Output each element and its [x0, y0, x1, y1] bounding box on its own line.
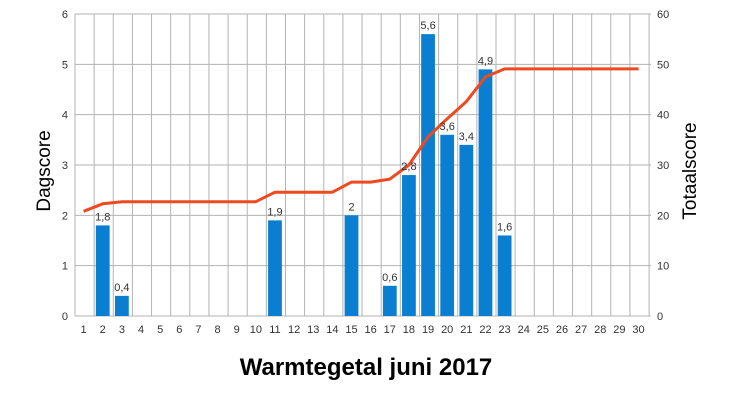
data-label: 3,4: [459, 131, 474, 143]
x-tick-label: 21: [460, 324, 472, 336]
line-series: [83, 67, 639, 213]
data-labels: 1,8 0,4 1,9 2 0,6 2,8 5,6 3,6 3,4 4,9 1,6: [95, 20, 512, 294]
chart-title: Warmtegetal juni 2017: [240, 354, 493, 381]
y-tick-label: 5: [62, 59, 68, 71]
x-tick-label: 22: [479, 324, 491, 336]
x-tick-label: 25: [537, 324, 549, 336]
x-tick-label: 14: [326, 324, 338, 336]
x-tick-label: 2: [100, 324, 106, 336]
bar: [421, 34, 435, 317]
totaalscore-line: [83, 67, 639, 213]
y2-tick-label: 60: [657, 9, 669, 21]
x-tick-label: 29: [613, 324, 625, 336]
y-tick-label: 2: [62, 210, 68, 222]
data-label: 3,6: [440, 121, 455, 133]
bar: [440, 134, 455, 316]
y-tick-label: 6: [62, 9, 68, 21]
x-tick-label: 5: [157, 324, 163, 336]
x-tick-label: 1: [81, 324, 87, 336]
x-tick-label: 19: [422, 324, 434, 336]
x-tick-label: 9: [234, 324, 240, 336]
bar: [402, 175, 416, 316]
x-tick-label: 17: [384, 324, 396, 336]
x-tick-label: 24: [518, 324, 530, 336]
x-tick-label: 28: [594, 324, 606, 336]
data-label: 1,9: [267, 206, 282, 218]
bar: [95, 225, 110, 316]
data-label: 2,8: [401, 161, 416, 173]
x-tick-label: 3: [119, 324, 125, 336]
y2-tick-label: 50: [657, 59, 669, 71]
y-tick-label: 1: [62, 261, 68, 273]
bar: [114, 295, 129, 316]
x-tick-label: 6: [176, 324, 182, 336]
y2-tick-label: 20: [657, 210, 669, 222]
x-tick-label: 30: [632, 324, 644, 336]
x-tick-label: 4: [138, 324, 144, 336]
y-axis-label: Dagscore: [34, 130, 55, 211]
y-tick-label: 4: [62, 110, 68, 122]
x-tick-label: 27: [575, 324, 587, 336]
bar: [382, 285, 397, 316]
bar: [478, 69, 493, 316]
y2-tick-label: 40: [657, 110, 669, 122]
y2-tick-label: 10: [657, 261, 669, 273]
bar: [459, 144, 474, 316]
x-tick-label: 8: [215, 324, 221, 336]
y2-axis-label: Totaalscore: [680, 122, 701, 219]
x-tick-label: 7: [195, 324, 201, 336]
bar: [497, 235, 512, 316]
x-tick-label: 16: [365, 324, 377, 336]
y2-tick-label: 30: [657, 160, 669, 172]
data-label: 5,6: [420, 20, 435, 32]
bar: [344, 215, 359, 316]
x-tick-label: 26: [556, 324, 568, 336]
tick-labels: 0 01 102 203 304 405 506 601 2 3 4 5 6 7 8 9 10 11 12 13 14 1…: [62, 9, 669, 336]
y2-tick-label: 0: [657, 311, 663, 323]
y-tick-label: 0: [62, 311, 68, 323]
x-tick-label: 23: [498, 324, 510, 336]
data-label: 1,6: [497, 221, 512, 233]
x-tick-label: 15: [345, 324, 357, 336]
x-tick-label: 12: [288, 324, 300, 336]
data-label: 1,8: [95, 211, 110, 223]
data-label: 2: [348, 201, 354, 213]
x-tick-label: 18: [403, 324, 415, 336]
x-tick-label: 11: [269, 324, 280, 336]
bar: [268, 220, 282, 316]
data-label: 0,6: [382, 272, 397, 284]
x-tick-label: 10: [250, 324, 262, 336]
data-label: 0,4: [114, 282, 129, 294]
gridlines: [74, 13, 651, 317]
y-tick-label: 3: [62, 160, 68, 172]
data-label: 4,9: [478, 55, 493, 67]
bar-series: [95, 34, 512, 317]
x-tick-label: 20: [441, 324, 453, 336]
x-tick-label: 13: [307, 324, 319, 336]
